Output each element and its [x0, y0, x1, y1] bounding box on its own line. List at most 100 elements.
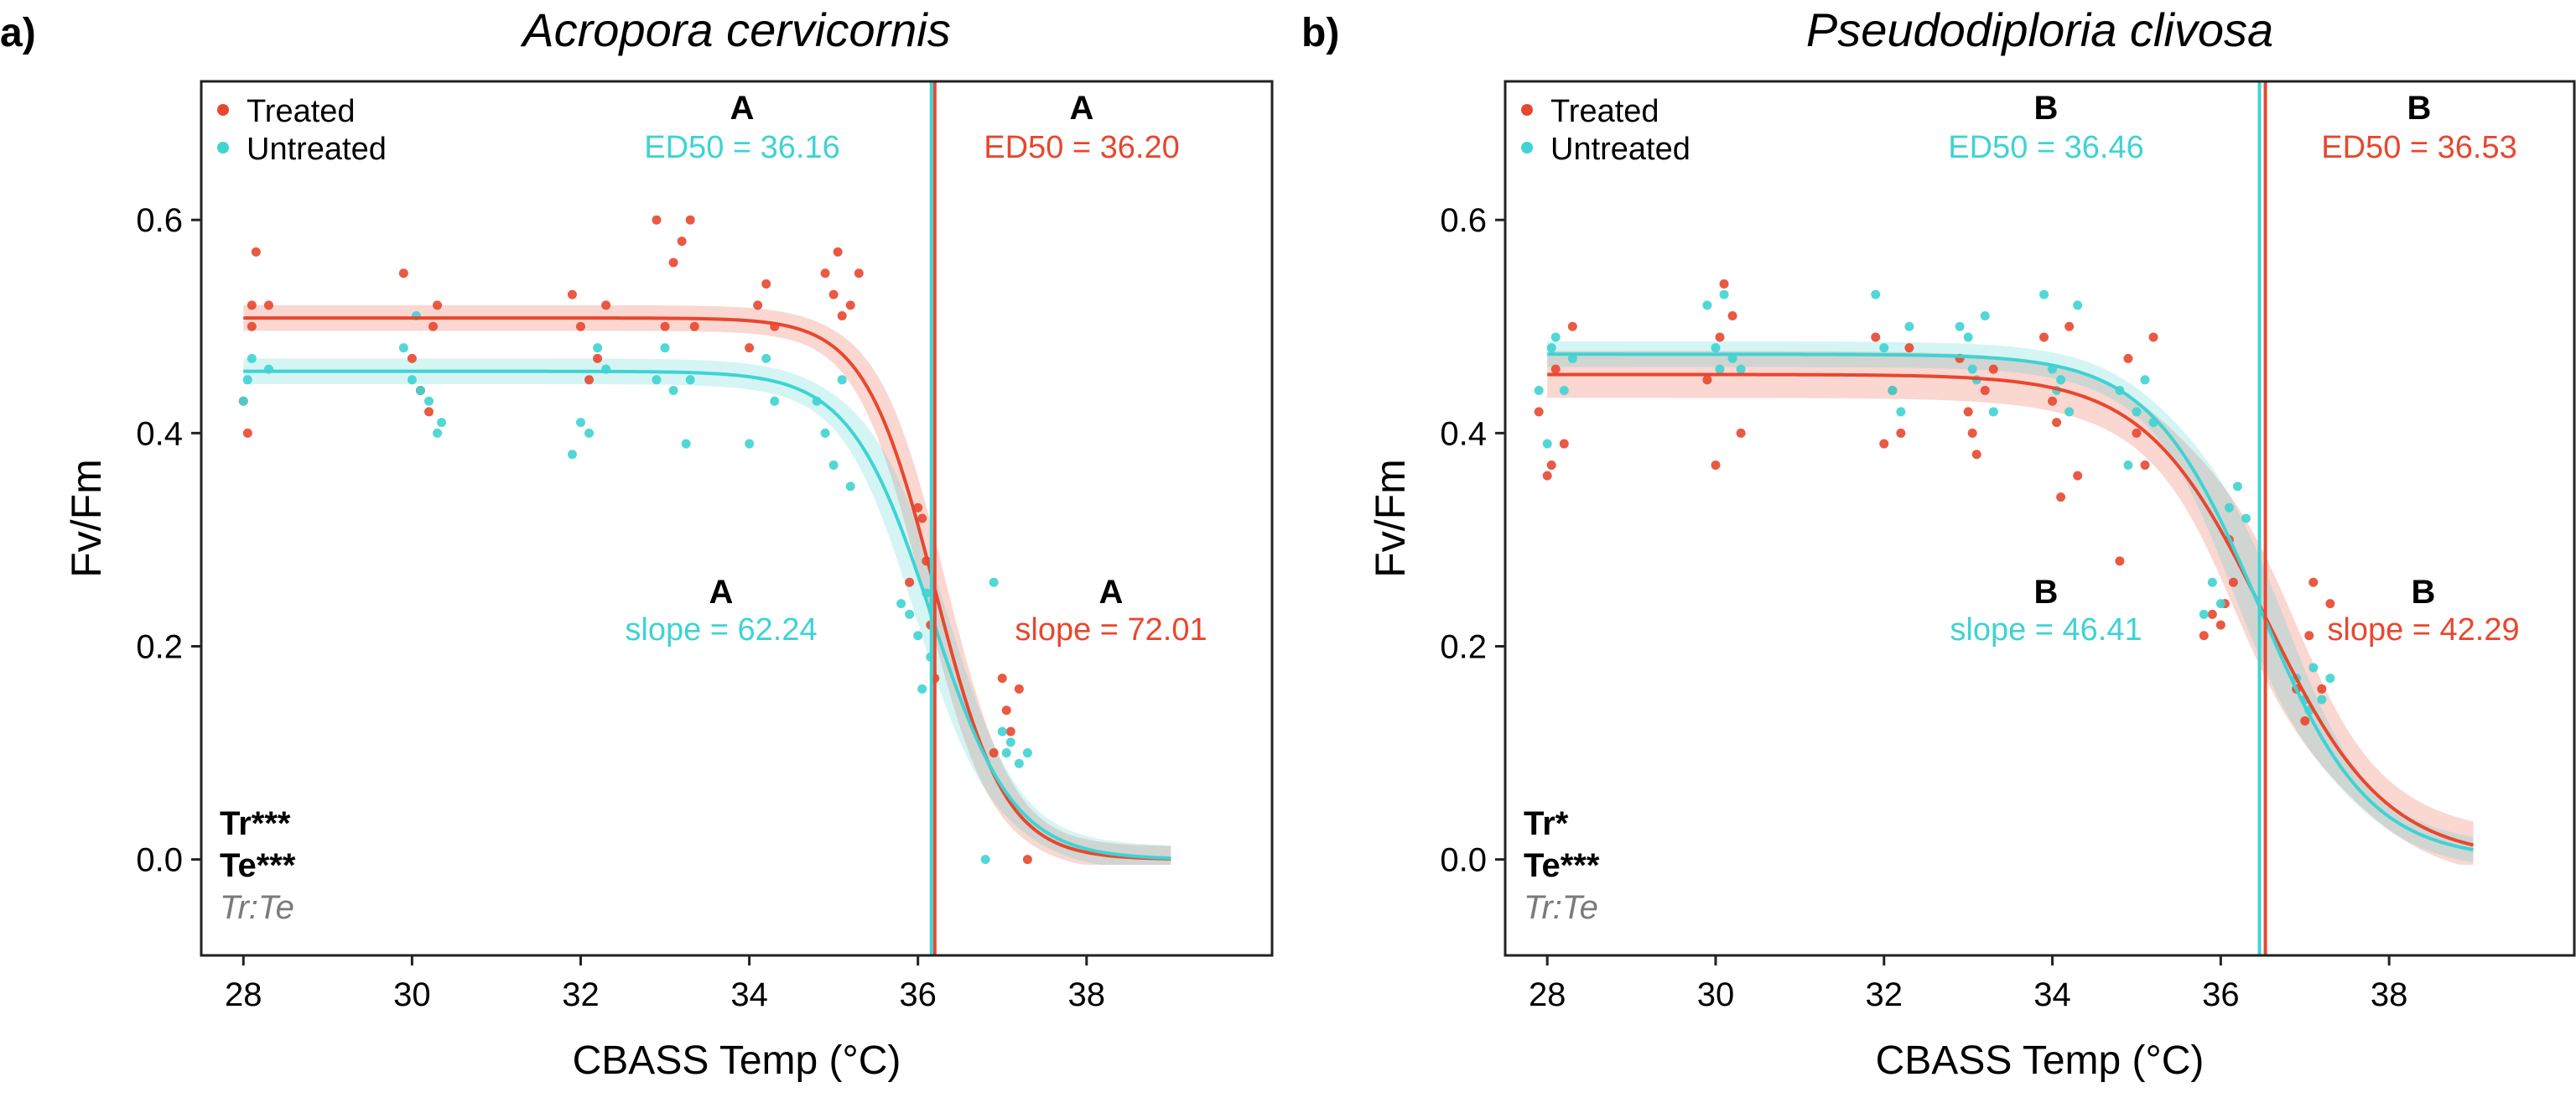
y-tick-label: 0.2 — [136, 628, 183, 665]
significance-interaction: Tr:Te — [1524, 889, 1598, 926]
data-point-treated — [905, 577, 915, 587]
data-point-untreated — [1550, 332, 1561, 342]
data-point-untreated — [2232, 481, 2242, 492]
data-point-treated — [398, 268, 408, 278]
data-point-treated — [837, 311, 847, 321]
chart-title: Acropora cervicornis — [520, 3, 950, 56]
data-point-treated — [407, 353, 417, 363]
data-point-untreated — [593, 343, 603, 353]
data-point-untreated — [1715, 364, 1725, 374]
data-point-treated — [1567, 321, 1577, 331]
data-point-untreated — [837, 375, 847, 385]
x-tick-label: 28 — [225, 976, 262, 1013]
significance-temperature: Te*** — [220, 847, 296, 884]
data-point-treated — [2325, 599, 2335, 609]
confidence-band-treated — [1547, 351, 2474, 865]
data-point-untreated — [1980, 311, 1990, 321]
data-point-untreated — [2123, 460, 2133, 470]
x-tick-label: 30 — [393, 976, 431, 1013]
plot-area — [238, 81, 1171, 955]
data-point-untreated — [2140, 375, 2150, 385]
x-tick-label: 30 — [1697, 976, 1735, 1013]
data-point-treated — [2228, 577, 2238, 587]
data-point-treated — [1719, 278, 1729, 289]
data-point-treated — [1988, 364, 1998, 374]
slope-letter-treated: A — [1099, 574, 1124, 611]
data-point-untreated — [828, 460, 839, 470]
data-point-untreated — [2199, 609, 2209, 619]
data-point-untreated — [575, 418, 585, 428]
legend-marker-treated — [1521, 104, 1533, 116]
data-point-untreated — [820, 428, 830, 438]
data-point-untreated — [1896, 407, 1906, 417]
data-point-untreated — [1567, 353, 1577, 363]
data-point-untreated — [1022, 748, 1032, 758]
data-point-untreated — [2056, 375, 2066, 385]
plot-frame — [1504, 80, 2576, 957]
legend-marker-treated — [217, 104, 229, 116]
significance-treatment: Tr*** — [220, 805, 291, 842]
data-point-untreated — [913, 631, 923, 641]
y-tick-label: 0.4 — [1440, 415, 1487, 452]
data-point-treated — [1711, 460, 1721, 470]
data-point-treated — [820, 268, 830, 278]
data-point-untreated — [980, 855, 990, 865]
data-point-treated — [668, 258, 678, 268]
data-point-treated — [593, 353, 603, 363]
data-point-untreated — [997, 726, 1007, 736]
plot-frame — [200, 80, 1274, 957]
y-tick-label: 0.0 — [136, 842, 183, 879]
ed50-letter-treated: B — [2407, 90, 2432, 127]
data-point-treated — [1963, 407, 1973, 417]
fit-curve-treated — [243, 316, 1171, 861]
data-point-treated — [660, 321, 670, 331]
data-point-untreated — [398, 343, 408, 353]
ed50-label-untreated: ED50 = 36.16 — [644, 130, 839, 165]
chart-panel-2: b) Pseudodiploria clivosa 28 30 32 34 36 38 0.0 0… — [1301, 3, 2576, 1083]
data-point-treated — [2300, 716, 2310, 726]
data-point-untreated — [1702, 300, 1712, 310]
data-point-treated — [761, 278, 771, 289]
confidence-band-treated — [243, 304, 1171, 865]
data-point-untreated — [2325, 674, 2335, 684]
data-point-untreated — [2207, 577, 2217, 587]
data-point-treated — [2215, 620, 2225, 630]
ed50-letter-treated: A — [1070, 90, 1094, 127]
data-point-treated — [2199, 631, 2209, 641]
data-point-untreated — [1967, 364, 1977, 374]
significance-treatment: Tr* — [1524, 805, 1569, 842]
data-point-untreated — [415, 386, 425, 396]
data-point-untreated — [437, 418, 447, 428]
x-tick-label: 38 — [1068, 976, 1106, 1013]
data-point-treated — [845, 300, 855, 310]
data-point-treated — [2064, 321, 2075, 331]
legend-label-treated: Treated — [1550, 94, 1659, 129]
data-point-untreated — [1727, 353, 1737, 363]
data-point-treated — [913, 502, 923, 513]
data-point-treated — [685, 215, 695, 225]
data-point-treated — [2039, 332, 2049, 342]
x-tick-label: 32 — [562, 976, 600, 1013]
data-point-treated — [1022, 855, 1032, 865]
data-point-treated — [1715, 332, 1725, 342]
data-point-treated — [1727, 311, 1737, 321]
data-point-untreated — [896, 599, 906, 609]
fit-curve-treated — [1547, 372, 2474, 847]
data-point-untreated — [242, 375, 252, 385]
significance-temperature: Te*** — [1524, 847, 1600, 884]
x-tick-label: 36 — [2202, 976, 2240, 1013]
data-point-untreated — [845, 481, 855, 492]
y-tick-label: 0.4 — [136, 415, 183, 452]
x-tick-label: 36 — [899, 976, 937, 1013]
data-point-treated — [917, 513, 927, 523]
slope-label-treated: slope = 72.01 — [1015, 612, 1207, 648]
data-point-treated — [1014, 684, 1024, 694]
data-point-untreated — [238, 396, 248, 406]
legend-label-treated: Treated — [247, 94, 356, 129]
data-point-untreated — [668, 386, 678, 396]
data-point-treated — [677, 237, 687, 247]
data-point-treated — [1534, 407, 1544, 417]
data-point-treated — [989, 748, 999, 758]
data-point-treated — [1550, 364, 1561, 374]
data-point-treated — [854, 268, 864, 278]
